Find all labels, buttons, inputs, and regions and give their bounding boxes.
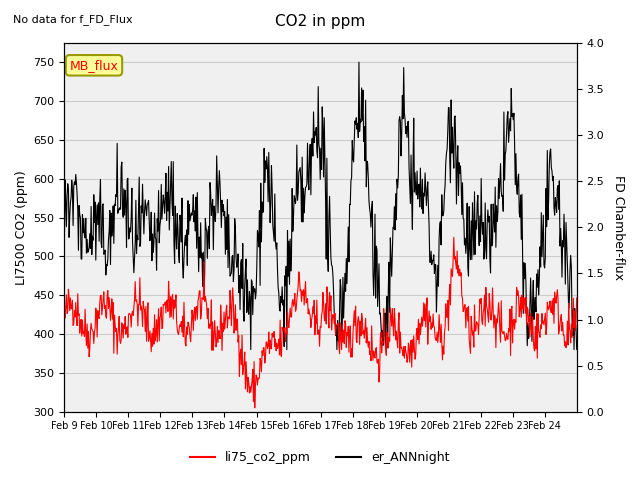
Text: CO2 in ppm: CO2 in ppm: [275, 14, 365, 29]
Text: No data for f_FD_Flux: No data for f_FD_Flux: [13, 14, 132, 25]
Y-axis label: LI7500 CO2 (ppm): LI7500 CO2 (ppm): [15, 170, 28, 285]
Y-axis label: FD Chamber-flux: FD Chamber-flux: [612, 175, 625, 280]
Text: MB_flux: MB_flux: [70, 59, 118, 72]
Legend: li75_co2_ppm, er_ANNnight: li75_co2_ppm, er_ANNnight: [186, 446, 454, 469]
